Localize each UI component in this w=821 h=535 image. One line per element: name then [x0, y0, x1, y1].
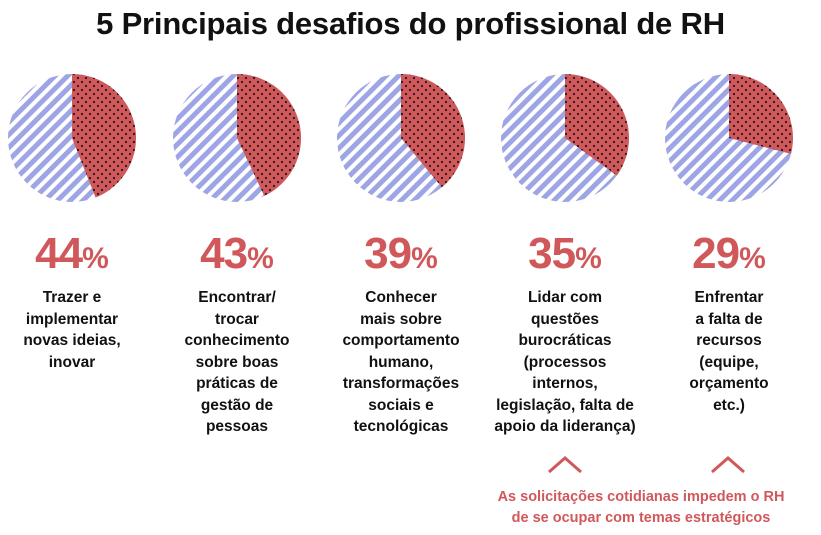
- description-line: legislação, falta de: [496, 396, 634, 414]
- description-line: (processos: [523, 353, 607, 371]
- description-line: novas ideias,: [23, 332, 121, 349]
- pie-value-slice: [729, 74, 794, 154]
- description-line: mais sobre: [360, 310, 442, 328]
- challenge-description: Conhecer mais sobre comportamento humano, tr…: [321, 287, 481, 438]
- pie-value-slice: [565, 74, 630, 176]
- percentage-label: 44%: [35, 229, 109, 278]
- footnote: As solicitações cotidianas impedem o RH …: [466, 487, 816, 529]
- page-title: 5 Principais desafios do profissional de…: [96, 6, 725, 41]
- chevron-up-icon: [711, 456, 745, 474]
- pie-value-slice: [401, 74, 466, 188]
- challenge-description: Encontrar/trocar conhecimento sobre boas pr…: [157, 287, 317, 438]
- challenge-item: 35% Lidar com questões burocráticas (process…: [485, 228, 645, 438]
- percentage-label: 43%: [200, 229, 274, 278]
- challenge-item: 44% Trazer e implementar novas ideias, inova…: [0, 228, 152, 373]
- challenge-description: Lidar com questões burocráticas (processos i…: [485, 287, 645, 438]
- challenge-item: 39% Conhecer mais sobre comportamento humano…: [321, 228, 481, 438]
- description-line: a falta de: [695, 310, 763, 328]
- description-line: Enfrentar: [694, 289, 764, 306]
- description-line: apoio da liderança): [494, 418, 636, 435]
- description-line: pessoas: [205, 418, 269, 435]
- description-line: humano,: [368, 353, 434, 371]
- pie-value-slice: [237, 74, 302, 196]
- description-line: tecnológicas: [353, 418, 449, 435]
- challenge-description: Trazer e implementar novas ideias, inovar: [0, 287, 152, 373]
- footnote-line: As solicitações cotidianas impedem o RH: [497, 489, 785, 505]
- description-line: conhecimento: [184, 332, 290, 349]
- description-line: orçamento: [689, 375, 769, 392]
- description-line: sociais e: [368, 396, 434, 414]
- percentage-label: 35%: [528, 229, 602, 278]
- description-line: gestão de: [200, 396, 274, 414]
- description-line: implementar: [25, 310, 119, 328]
- description-line: transformações: [342, 375, 460, 392]
- challenge-description: Enfrentar a falta de recursos (equipe, orçam…: [649, 287, 809, 416]
- pie-charts: [8, 74, 794, 202]
- description-line: (equipe,: [699, 353, 759, 371]
- footnote-line: de se ocupar com temas estratégicos: [511, 510, 771, 526]
- description-line: inovar: [48, 353, 96, 371]
- description-line: etc.): [713, 396, 745, 414]
- description-line: Conhecer: [365, 289, 437, 306]
- challenge-item: 29% Enfrentar a falta de recursos (equipe, or…: [649, 228, 809, 416]
- chevron-up-icon: [548, 456, 582, 474]
- challenge-item: 43% Encontrar/trocar conhecimento sobre boa…: [157, 228, 317, 438]
- description-line: sobre boas: [195, 353, 279, 371]
- description-line: recursos: [696, 332, 762, 349]
- description-line: burocráticas: [518, 332, 612, 349]
- description-line: trocar: [215, 310, 259, 328]
- description-line: práticas de: [196, 375, 278, 392]
- description-line: internos,: [532, 375, 598, 392]
- description-line: comportamento: [342, 332, 460, 349]
- description-line: Encontrar/: [198, 289, 276, 306]
- description-line: Lidar com: [527, 289, 603, 306]
- description-line: questões: [530, 310, 600, 328]
- percentage-label: 39%: [364, 229, 438, 278]
- percentage-label: 29%: [692, 229, 766, 278]
- description-line: Trazer e: [42, 289, 102, 306]
- pie-value-slice: [72, 74, 137, 198]
